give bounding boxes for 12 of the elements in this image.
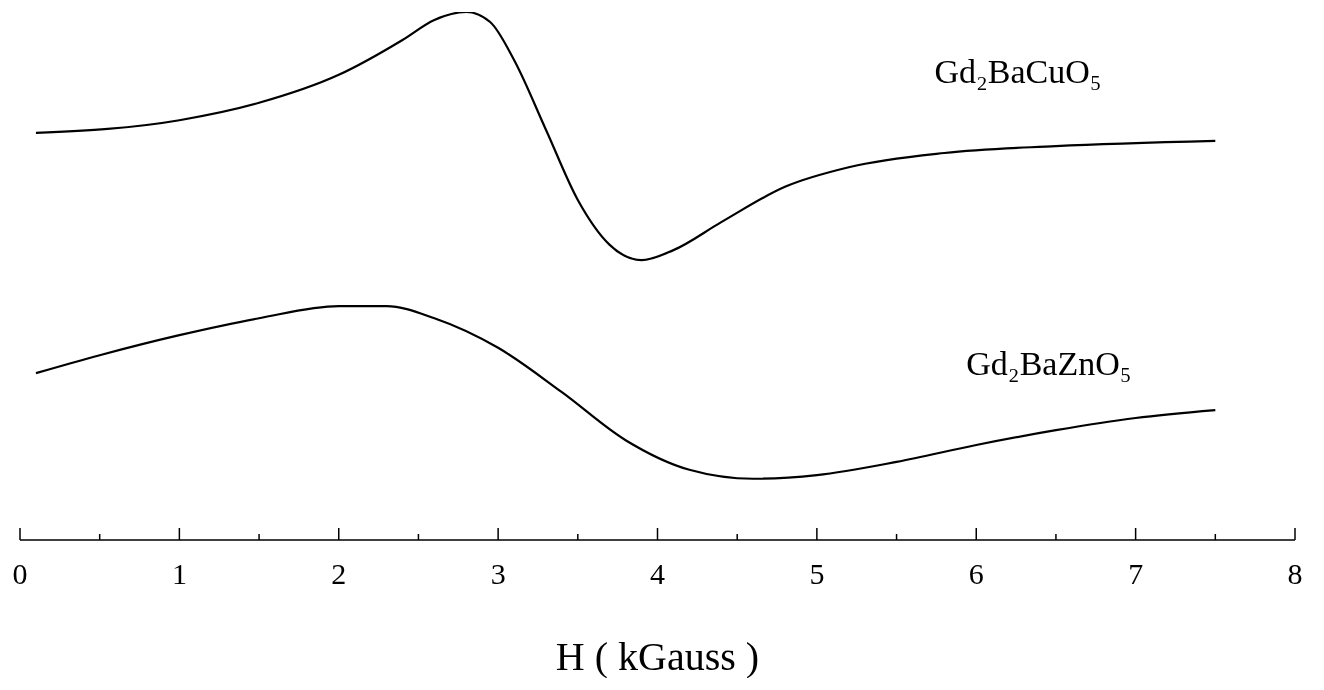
x-axis-title: H ( kGauss )	[555, 634, 760, 679]
x-tick-label: 1	[171, 557, 187, 590]
x-tick-label: 3	[490, 557, 506, 590]
x-tick-label: 7	[1128, 557, 1144, 590]
series-label: Gd₂BaZnO₅	[966, 344, 1132, 382]
series-label: Gd₂BaCuO₅	[934, 52, 1102, 90]
x-tick-label: 0	[12, 557, 28, 590]
x-tick-label: 5	[809, 557, 825, 590]
x-tick-label: 6	[968, 557, 984, 590]
x-tick-label: 2	[331, 557, 347, 590]
x-tick-label: 8	[1287, 557, 1303, 590]
x-tick-label: 4	[650, 557, 665, 590]
